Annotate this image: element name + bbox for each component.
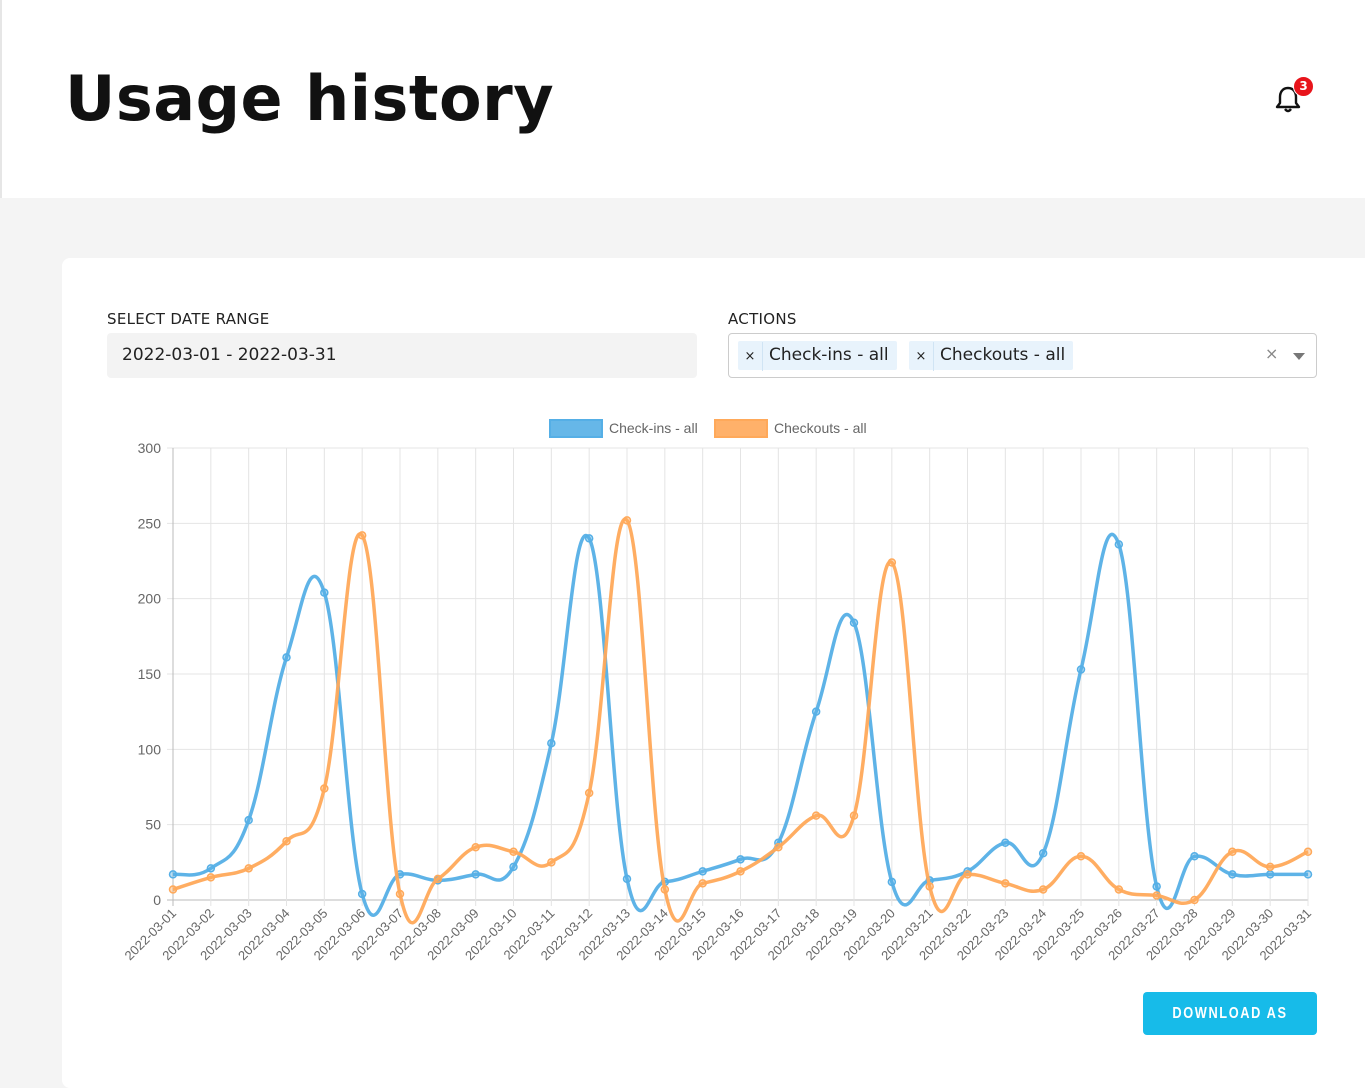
data-point [433, 874, 443, 884]
data-point [509, 847, 518, 857]
y-tick-label: 0 [153, 892, 161, 908]
data-point [811, 707, 821, 716]
data-point [1303, 847, 1313, 857]
data-point [1190, 852, 1199, 861]
data-point [811, 811, 821, 820]
page-title: Usage history [65, 62, 555, 135]
actions-select[interactable]: × Check-ins - all × Checkouts - all × [728, 333, 1317, 378]
data-point [698, 867, 707, 876]
data-point [244, 815, 253, 825]
data-point [1152, 882, 1161, 891]
legend-swatch [549, 419, 603, 438]
actions-label: ACTIONS [728, 310, 797, 328]
y-tick-label: 100 [138, 741, 162, 757]
y-tick-label: 300 [138, 440, 162, 456]
data-point [1114, 540, 1124, 549]
series-line [172, 517, 1309, 925]
data-point [547, 858, 556, 867]
remove-tag-icon[interactable]: × [738, 342, 763, 371]
data-point [282, 653, 291, 662]
legend-label: Checkouts - all [774, 420, 867, 436]
data-point [849, 811, 859, 820]
y-tick-label: 150 [138, 666, 162, 682]
data-point [1076, 852, 1086, 861]
data-point [925, 882, 934, 891]
y-tick-label: 200 [138, 591, 162, 607]
data-point [1265, 870, 1275, 879]
data-point [660, 885, 670, 894]
data-point [320, 588, 329, 597]
data-point [887, 558, 897, 567]
data-point [736, 855, 745, 864]
data-point [1038, 849, 1048, 858]
data-point [1076, 665, 1086, 674]
data-point [584, 534, 594, 543]
data-point [1190, 895, 1199, 905]
data-point [357, 531, 367, 540]
selected-tag-checkins: × Check-ins - all [738, 341, 897, 371]
data-point [1152, 891, 1161, 900]
page-header: Usage history 3 [0, 0, 1365, 198]
data-point [1038, 885, 1048, 894]
data-point [736, 867, 745, 876]
data-point [509, 862, 518, 872]
data-point [320, 784, 329, 793]
data-point [1114, 885, 1124, 894]
legend-label: Check-ins - all [609, 420, 698, 436]
notification-badge: 3 [1293, 76, 1314, 97]
data-point [1001, 879, 1010, 888]
data-point [206, 873, 216, 882]
usage-chart: 0501001502002503002022-03-012022-03-0220… [121, 419, 1314, 963]
data-point [1228, 847, 1237, 857]
data-point [206, 864, 216, 873]
data-point [1265, 862, 1275, 872]
usage-card [62, 258, 1365, 1088]
data-point [963, 870, 972, 879]
data-point [698, 879, 707, 888]
data-point [1303, 870, 1313, 879]
y-tick-label: 50 [145, 817, 161, 833]
clear-icon[interactable]: × [1265, 344, 1279, 363]
data-point [622, 874, 632, 884]
data-point [1228, 870, 1237, 879]
date-range-input[interactable]: 2022-03-01 - 2022-03-31 [107, 333, 697, 378]
legend-swatch [714, 419, 768, 438]
data-point [168, 885, 178, 894]
data-point [1001, 838, 1010, 847]
data-point [622, 516, 632, 525]
data-point [471, 870, 480, 879]
chevron-down-icon[interactable] [1293, 353, 1305, 360]
date-range-label: SELECT DATE RANGE [107, 310, 270, 328]
data-point [168, 870, 178, 879]
data-point [244, 864, 253, 873]
data-point [849, 618, 859, 628]
data-point [547, 739, 556, 748]
data-point [471, 843, 480, 852]
data-point [774, 843, 783, 852]
data-point [357, 889, 367, 899]
remove-tag-icon[interactable]: × [909, 342, 934, 371]
data-point [887, 877, 897, 887]
selected-tag-checkouts: × Checkouts - all [909, 341, 1074, 371]
data-point [584, 788, 594, 798]
download-csv-button[interactable]: DOWNLOAD AS .CSV [1143, 992, 1317, 1065]
data-point [395, 889, 405, 899]
data-point [282, 836, 291, 846]
y-tick-label: 250 [138, 515, 162, 531]
